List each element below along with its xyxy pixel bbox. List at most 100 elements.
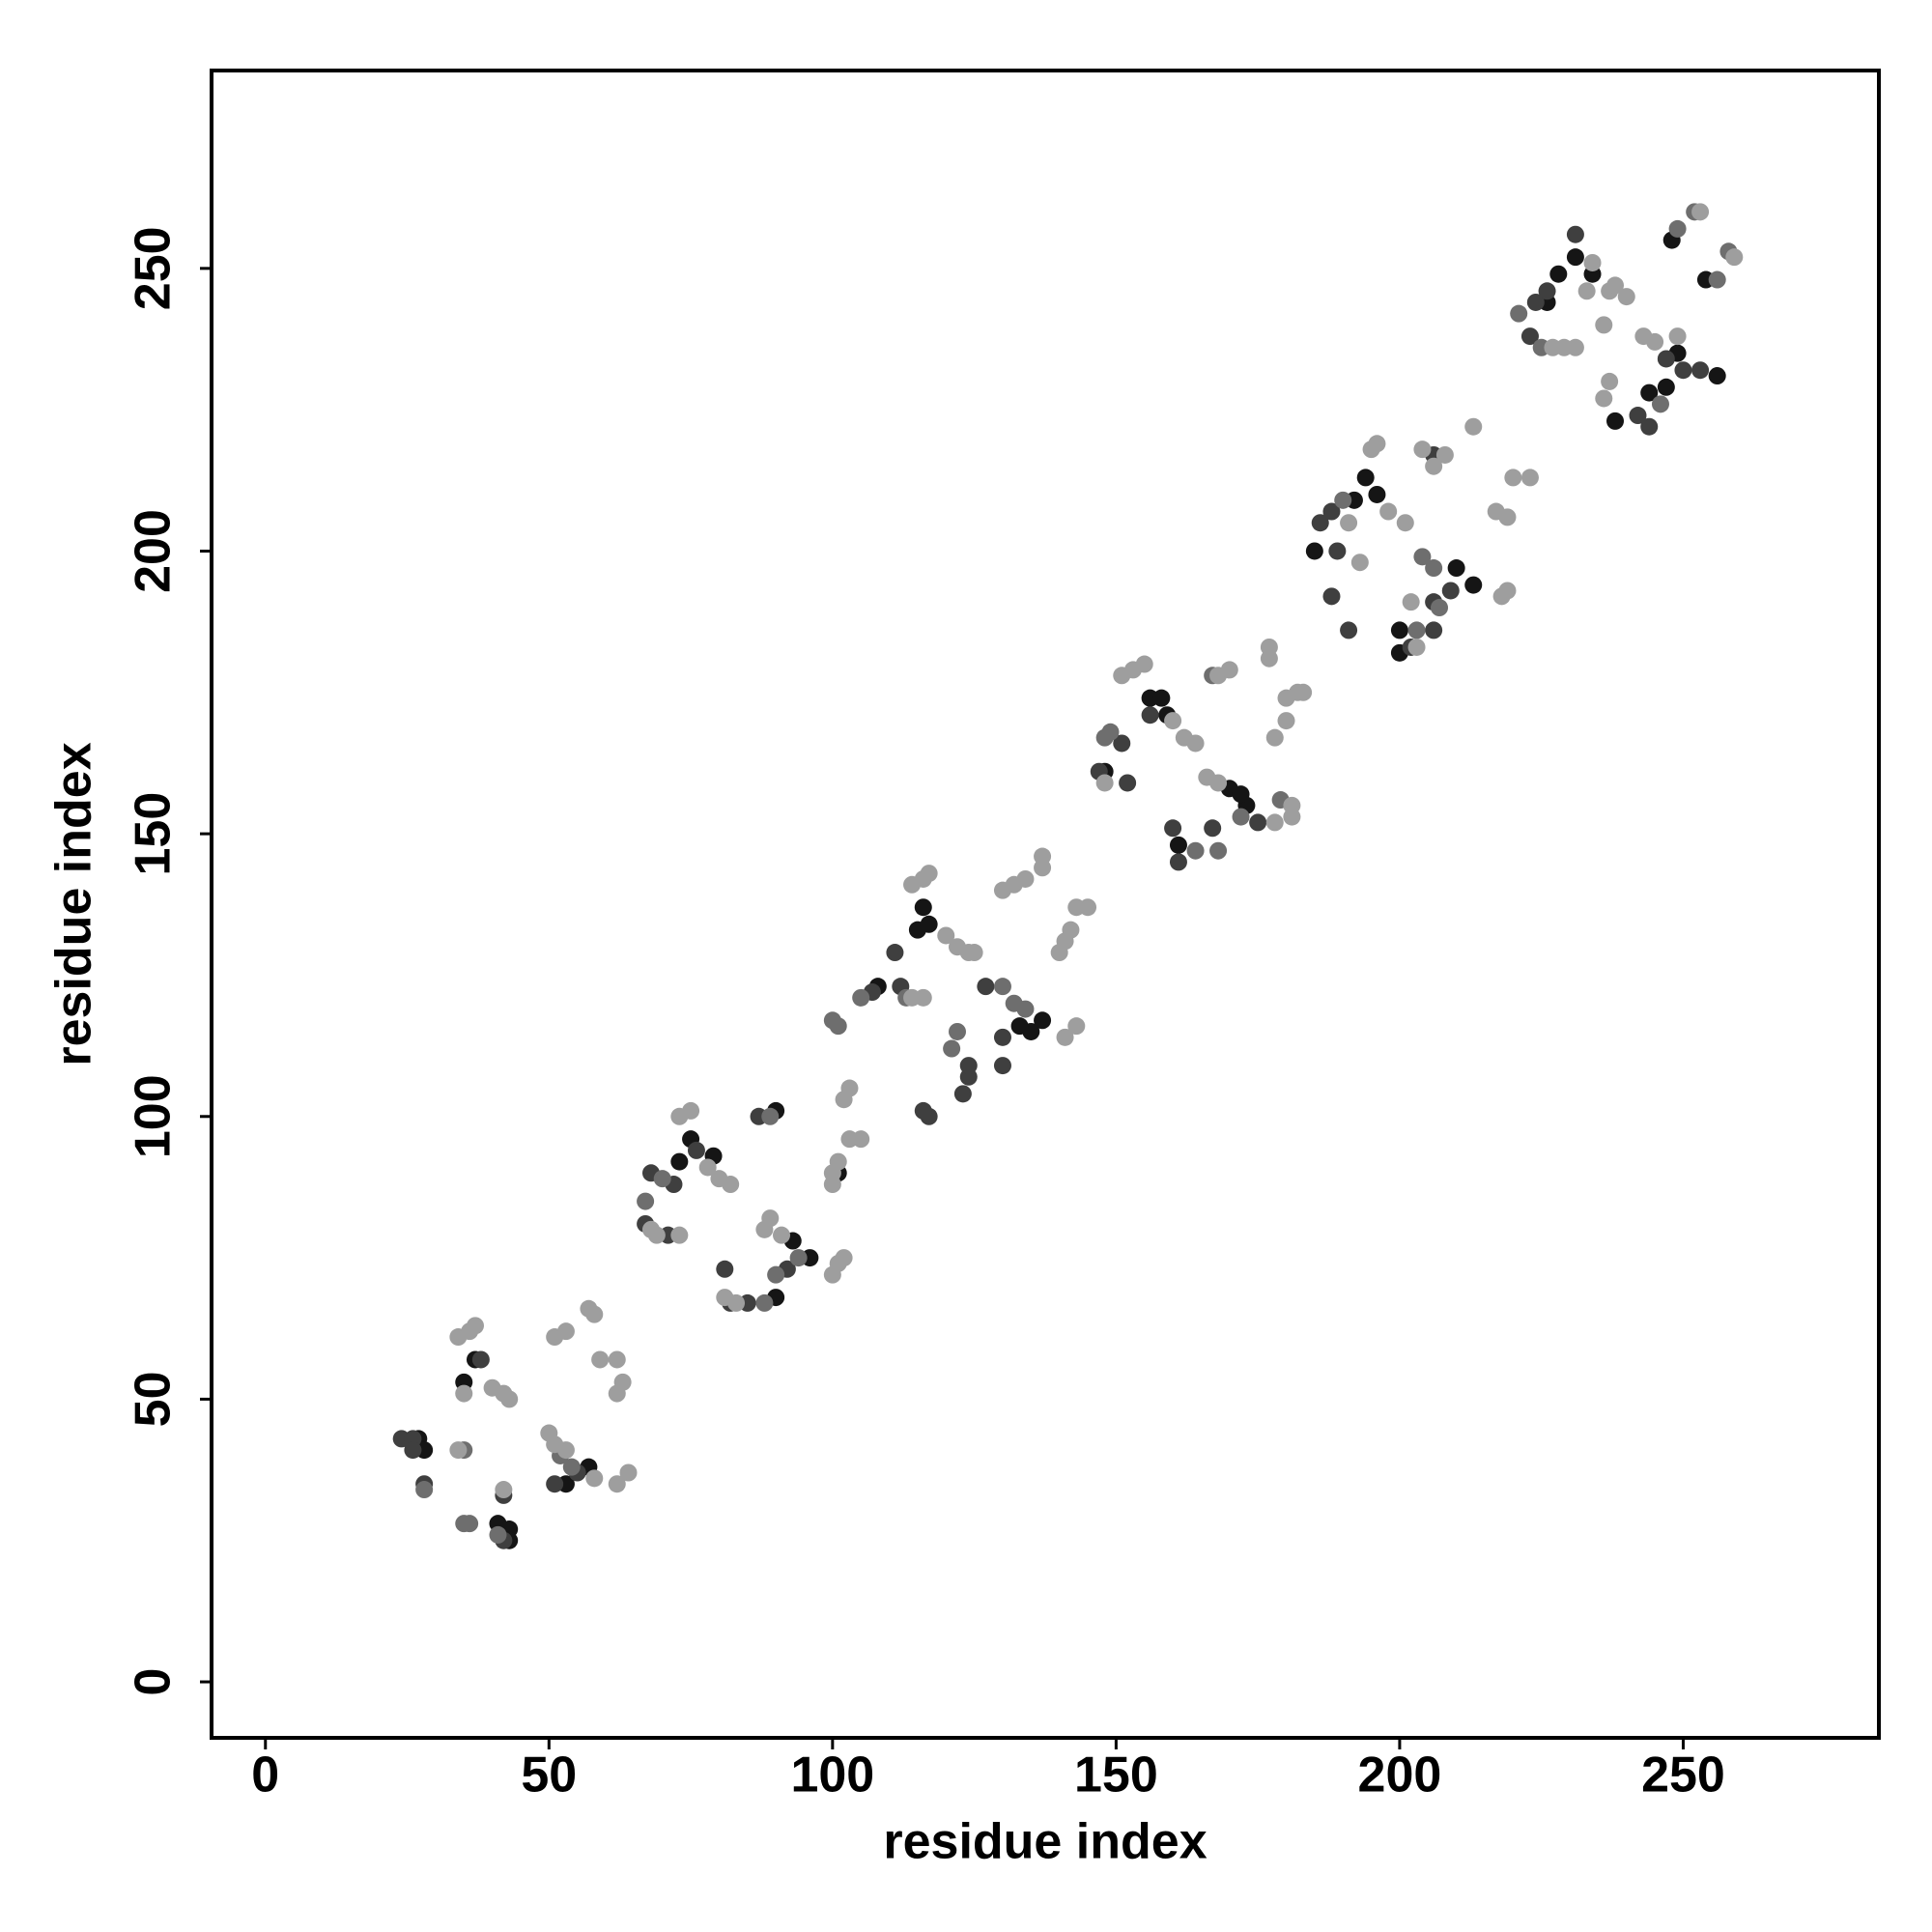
point xyxy=(943,1039,961,1058)
point xyxy=(682,1101,700,1120)
point xyxy=(829,1017,847,1036)
point xyxy=(471,1350,490,1369)
point xyxy=(716,1260,734,1278)
point xyxy=(1725,248,1744,267)
point xyxy=(1260,638,1278,656)
point xyxy=(1067,1017,1086,1036)
point xyxy=(1113,734,1131,753)
point xyxy=(546,1475,564,1493)
point xyxy=(1606,412,1625,430)
point xyxy=(1504,469,1522,487)
point xyxy=(886,944,904,962)
point xyxy=(495,1481,513,1499)
y-tick-label: 150 xyxy=(126,792,182,876)
point xyxy=(937,926,955,945)
point xyxy=(1305,542,1323,560)
y-tick-label: 0 xyxy=(126,1668,182,1696)
point xyxy=(1340,621,1358,639)
point xyxy=(1431,599,1449,617)
point xyxy=(461,1515,479,1533)
point xyxy=(1164,819,1182,838)
point xyxy=(466,1317,484,1335)
x-tick-label: 0 xyxy=(251,1747,279,1804)
point xyxy=(1119,774,1137,792)
x-tick-label: 50 xyxy=(521,1747,577,1804)
point xyxy=(1164,712,1182,730)
point xyxy=(1402,593,1420,611)
point xyxy=(1498,582,1517,600)
point xyxy=(1265,728,1284,747)
point xyxy=(1646,332,1664,351)
point xyxy=(1186,734,1205,753)
point xyxy=(585,1305,604,1323)
point xyxy=(1520,469,1539,487)
point xyxy=(1010,1017,1029,1036)
point xyxy=(1294,683,1313,701)
point xyxy=(1526,293,1545,311)
point xyxy=(1277,712,1295,730)
point xyxy=(1544,338,1562,356)
point xyxy=(1510,304,1528,323)
point xyxy=(840,1079,859,1097)
point xyxy=(1657,350,1675,368)
point xyxy=(449,1441,468,1460)
point xyxy=(1135,655,1153,673)
point xyxy=(920,915,938,933)
point xyxy=(1413,440,1432,459)
point xyxy=(1101,723,1120,741)
y-tick-label: 250 xyxy=(126,226,182,310)
point xyxy=(1204,819,1222,838)
point xyxy=(1079,898,1097,917)
x-tick-label: 150 xyxy=(1074,1747,1158,1804)
point xyxy=(767,1265,785,1284)
point xyxy=(1708,270,1726,289)
point xyxy=(993,1028,1011,1046)
point xyxy=(1566,248,1584,267)
point xyxy=(977,978,995,996)
point xyxy=(1549,265,1568,283)
point xyxy=(949,1022,967,1040)
point xyxy=(670,1152,689,1171)
point xyxy=(1379,502,1398,521)
point xyxy=(1407,621,1426,639)
point xyxy=(823,1176,841,1194)
y-tick-label: 100 xyxy=(126,1074,182,1158)
point xyxy=(1396,514,1414,532)
point xyxy=(1169,853,1187,871)
point xyxy=(1356,469,1375,487)
point xyxy=(556,1322,575,1341)
point xyxy=(727,1293,746,1312)
point xyxy=(1340,514,1358,532)
point xyxy=(1668,219,1687,238)
point xyxy=(953,1085,972,1103)
point xyxy=(1152,689,1171,707)
point xyxy=(1186,841,1205,860)
point xyxy=(1617,288,1635,306)
point xyxy=(1232,808,1250,826)
point xyxy=(1407,638,1426,656)
point xyxy=(1249,813,1267,832)
point xyxy=(1566,338,1584,356)
point xyxy=(965,944,983,962)
point xyxy=(761,1107,780,1125)
point xyxy=(1498,508,1517,526)
point xyxy=(591,1350,610,1369)
plot-frame xyxy=(210,69,1881,1740)
point xyxy=(1062,921,1080,939)
point xyxy=(993,978,1011,996)
point xyxy=(1651,395,1669,413)
point xyxy=(1435,445,1454,464)
point xyxy=(556,1441,575,1460)
y-axis-label: residue index xyxy=(46,742,102,1065)
point xyxy=(1691,361,1710,380)
point xyxy=(1606,276,1625,295)
y-tick-label: 200 xyxy=(126,509,182,593)
y-tick-label: 50 xyxy=(126,1371,182,1427)
point xyxy=(1016,869,1035,888)
point xyxy=(1209,841,1228,860)
point xyxy=(1640,417,1659,436)
point xyxy=(1708,367,1726,385)
point xyxy=(1350,554,1369,572)
point xyxy=(1334,491,1352,509)
point xyxy=(993,1057,1011,1075)
